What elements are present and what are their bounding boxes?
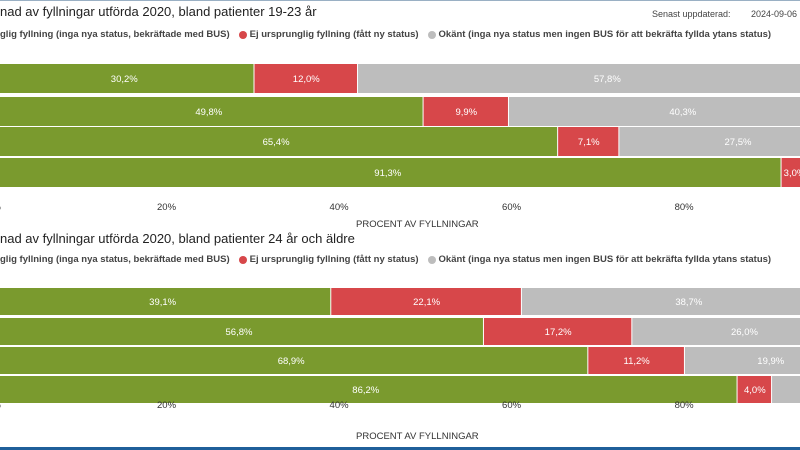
legend-19-23: glig fyllning (inga nya status, bekräfta… xyxy=(0,29,780,40)
x-tick-label: 40% xyxy=(330,202,350,213)
bar-not-original xyxy=(558,127,619,156)
bar-not-original xyxy=(737,376,772,403)
stacked-bar-chart-19-23: 30,2% 12,0% 57,8% 49,8% 9,9% 40,3% 65,4% 7,1% 27… xyxy=(0,64,800,213)
x-tick-label: 80% xyxy=(675,202,695,213)
x-axis-label-19-23: PROCENT AV FYLLNINGAR xyxy=(356,219,479,230)
bar-unknown xyxy=(358,64,800,93)
data-label: 38,7% xyxy=(675,297,702,308)
bar-unknown xyxy=(619,127,800,156)
legend-label-unknown: Okänt (inga nya status men ingen BUS för… xyxy=(438,29,772,40)
x-tick-label: 80% xyxy=(675,400,695,411)
data-label: 4,0% xyxy=(744,385,766,396)
bar-original xyxy=(0,127,558,156)
bar-not-original xyxy=(588,347,684,374)
bar-unknown xyxy=(508,97,800,126)
x-tick-label: 40% xyxy=(330,400,350,411)
legend-item-unknown: Okänt (inga nya status men ingen BUS för… xyxy=(427,29,772,40)
data-label: 19,9% xyxy=(757,356,784,367)
data-label: 22,1% xyxy=(413,297,440,308)
data-label: 7,1% xyxy=(578,137,600,148)
data-label: 27,5% xyxy=(725,137,752,148)
data-label: 86,2% xyxy=(352,385,379,396)
bar-unknown xyxy=(772,376,800,403)
chart-title-24-plus: nad av fyllningar utförda 2020, bland pa… xyxy=(0,231,355,246)
legend-item-not-original: Ej ursprunglig fyllning (fått ny status) xyxy=(238,29,419,40)
data-label: 65,4% xyxy=(263,137,290,148)
stacked-bar-chart-24-plus: 39,1% 22,1% 38,7% 56,8% 17,2% 26,0% 68,9% 11,2%… xyxy=(0,288,800,411)
data-label: 40,3% xyxy=(669,107,696,118)
x-tick-label: 0% xyxy=(0,400,1,411)
data-label: 11,2% xyxy=(624,356,651,367)
x-tick-label: 20% xyxy=(157,400,177,411)
bar-original xyxy=(0,64,254,93)
legend-label-unknown: Okänt (inga nya status men ingen BUS för… xyxy=(438,254,772,265)
data-label: 49,8% xyxy=(195,107,222,118)
bar-original xyxy=(0,97,423,126)
bar-original xyxy=(0,158,781,187)
data-label: 17,2% xyxy=(545,327,572,338)
x-tick-label: 20% xyxy=(157,202,177,213)
data-label: 56,8% xyxy=(226,327,253,338)
data-label: 12,0% xyxy=(293,74,320,85)
bar-original xyxy=(0,376,737,403)
legend-item-unknown: Okänt (inga nya status men ingen BUS för… xyxy=(427,254,772,265)
bar-unknown xyxy=(684,347,800,374)
legend-label-original: glig fyllning (inga nya status, bekräfta… xyxy=(0,254,230,265)
last-updated-date: 2024-09-06 xyxy=(751,9,798,19)
x-tick-label: 60% xyxy=(502,202,522,213)
data-label: 26,0% xyxy=(731,327,758,338)
bar-original xyxy=(0,318,483,345)
data-label: 3,0% xyxy=(784,168,800,179)
bar-not-original xyxy=(483,318,632,345)
x-tick-label: 60% xyxy=(502,400,522,411)
bar-original xyxy=(0,288,331,315)
bar-unknown xyxy=(632,318,800,345)
data-label: 57,8% xyxy=(594,74,621,85)
legend-label-not-original: Ej ursprunglig fyllning (fått ny status) xyxy=(249,29,419,40)
legend-dot-red-icon xyxy=(238,255,247,264)
bottom-bar xyxy=(0,447,800,450)
data-label: 68,9% xyxy=(278,356,305,367)
bar-original xyxy=(0,347,588,374)
bar-not-original xyxy=(331,288,521,315)
chart-title-19-23: nad av fyllningar utförda 2020, bland pa… xyxy=(0,4,317,19)
data-label: 39,1% xyxy=(149,297,176,308)
data-label: 91,3% xyxy=(374,168,401,179)
legend-dot-gray-icon xyxy=(427,255,436,264)
bar-unknown xyxy=(521,288,800,315)
x-axis-label-24-plus: PROCENT AV FYLLNINGAR xyxy=(356,431,479,442)
bar-not-original xyxy=(781,158,800,187)
legend-item-original: glig fyllning (inga nya status, bekräfta… xyxy=(0,29,230,40)
x-tick-label: 0% xyxy=(0,202,1,213)
data-label: 9,9% xyxy=(455,107,477,118)
legend-label-original: glig fyllning (inga nya status, bekräfta… xyxy=(0,29,230,40)
legend-dot-gray-icon xyxy=(427,30,436,39)
legend-24-plus: glig fyllning (inga nya status, bekräfta… xyxy=(0,254,780,265)
top-divider xyxy=(0,0,800,1)
data-label: 30,2% xyxy=(111,74,138,85)
legend-item-not-original: Ej ursprunglig fyllning (fått ny status) xyxy=(238,254,419,265)
last-updated-label: Senast uppdaterad: xyxy=(652,9,731,19)
bar-not-original xyxy=(423,97,508,126)
legend-dot-red-icon xyxy=(238,30,247,39)
legend-label-not-original: Ej ursprunglig fyllning (fått ny status) xyxy=(249,254,419,265)
legend-item-original: glig fyllning (inga nya status, bekräfta… xyxy=(0,254,230,265)
bar-not-original xyxy=(254,64,358,93)
